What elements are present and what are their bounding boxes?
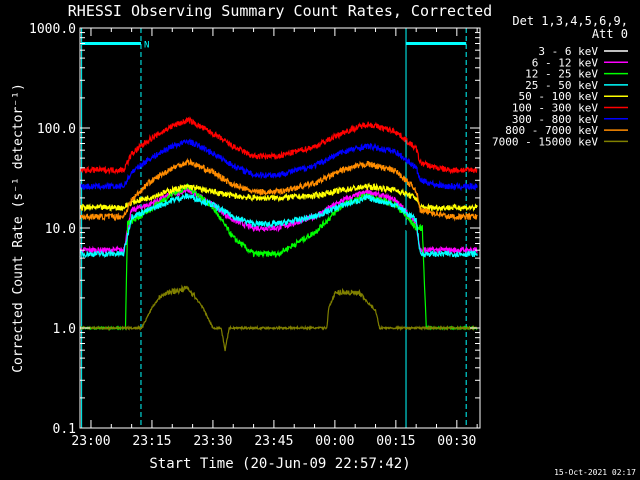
chart-title: RHESSI Observing Summary Count Rates, Co…	[68, 2, 492, 20]
legend-label-4: 50 - 100 keV	[519, 90, 599, 103]
legend-label-3: 25 - 50 keV	[525, 79, 598, 92]
legend-label-2: 12 - 25 keV	[525, 68, 598, 81]
legend-header-line-2: Att 0	[592, 27, 628, 41]
y-tick-label-4: 1000.0	[29, 22, 76, 37]
x-tick-label-4: 00:00	[315, 434, 354, 449]
series-line-5	[79, 116, 478, 175]
y-axis-label: Corrected Count Rate (s⁻¹ detector⁻¹)	[11, 83, 26, 373]
legend-label-8: 7000 - 15000 keV	[492, 135, 598, 148]
y-tick-label-3: 100.0	[37, 122, 76, 137]
x-tick-label-1: 23:15	[132, 434, 171, 449]
y-tick-label-2: 10.0	[45, 222, 76, 237]
timestamp: 15-Oct-2021 02:17	[554, 468, 636, 477]
y-tick-label-0: 0.1	[53, 422, 76, 437]
x-tick-label-0: 23:00	[71, 434, 110, 449]
x-tick-label-3: 23:45	[254, 434, 293, 449]
x-axis-label: Start Time (20-Jun-09 22:57:42)	[149, 456, 410, 472]
legend-label-1: 6 - 12 keV	[532, 56, 599, 69]
series-line-3	[79, 191, 478, 259]
series-line-0	[79, 201, 478, 256]
legend-label-5: 100 - 300 keV	[512, 102, 598, 115]
series-line-7	[79, 157, 478, 222]
night-marker-label: N	[144, 40, 149, 50]
legend-label-7: 800 - 7000 keV	[505, 124, 598, 137]
series-line-4	[79, 182, 478, 213]
legend-header-line-1: Det 1,3,4,5,6,9,	[512, 14, 628, 28]
legend-label-6: 300 - 800 keV	[512, 113, 598, 126]
series-line-2	[79, 183, 478, 332]
legend-label-0: 3 - 6 keV	[538, 45, 598, 58]
y-tick-label-1: 1.0	[53, 322, 76, 337]
x-tick-label-6: 00:30	[437, 434, 476, 449]
x-tick-label-5: 00:15	[376, 434, 415, 449]
x-tick-label-2: 23:30	[193, 434, 232, 449]
series-line-8	[79, 284, 478, 352]
series-line-6	[79, 138, 478, 192]
